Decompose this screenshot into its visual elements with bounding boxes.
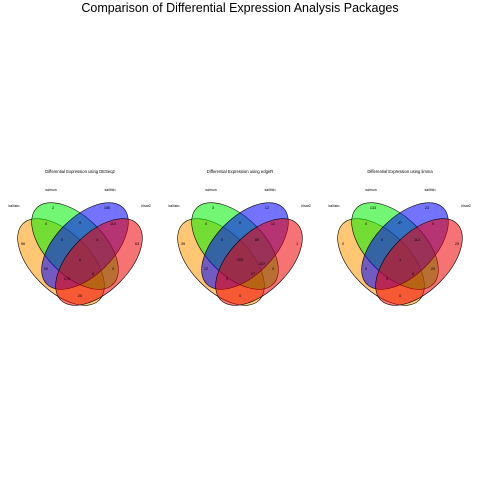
set-label-sailfish: sailfish <box>265 188 276 192</box>
region-count: 0 <box>221 238 223 242</box>
region-count: 0 <box>92 272 94 276</box>
venn-title: Differential Expression using DESeq2 <box>45 169 115 174</box>
set-label-kallisto: kallisto <box>169 204 180 208</box>
region-count: 22 <box>204 267 208 271</box>
region-count: 0 <box>432 222 434 226</box>
region-count: 0 <box>239 221 241 225</box>
region-count: 12 <box>271 222 275 226</box>
region-count: 2 <box>52 206 54 210</box>
region-count: 0 <box>79 258 81 262</box>
region-count: 0 <box>365 267 367 271</box>
set-label-hisat2: hisat2 <box>301 204 311 208</box>
region-count: 110 <box>110 222 116 226</box>
venn-ellipse-hisat2 <box>375 218 463 306</box>
region-count: 133 <box>370 206 376 210</box>
set-label-salmon: salmon <box>205 188 217 192</box>
set-label-kallisto: kallisto <box>9 204 20 208</box>
region-count: 103 <box>237 258 243 262</box>
region-count: 12 <box>265 206 269 210</box>
set-label-salmon: salmon <box>365 188 377 192</box>
region-count: 29 <box>455 242 459 246</box>
set-label-sailfish: sailfish <box>105 188 116 192</box>
set-label-sailfish: sailfish <box>425 188 436 192</box>
region-count: 17 <box>251 272 255 276</box>
set-label-kallisto: kallisto <box>329 204 340 208</box>
venn-diagram-limma: Differential Expression using limma kalli… <box>329 169 471 306</box>
region-count: 0 <box>342 242 344 246</box>
region-count: 1 <box>399 258 401 262</box>
region-count: 63 <box>135 242 139 246</box>
venn-diagram-deseq2: Differential Expression using DESeq2 kall… <box>9 169 151 306</box>
region-count: 107 <box>259 262 265 266</box>
region-count: 0 <box>399 294 401 298</box>
region-count: 25 <box>78 294 82 298</box>
venn-title: Differential Expression using limma <box>367 169 433 174</box>
region-count: 96 <box>21 242 25 246</box>
region-count: 3 <box>212 206 214 210</box>
region-count: 0 <box>45 222 47 226</box>
region-count: 1 <box>296 242 298 246</box>
region-count: 0 <box>205 222 207 226</box>
region-count: 39 <box>181 242 185 246</box>
region-count: 0 <box>61 238 63 242</box>
region-count: 0 <box>381 238 383 242</box>
region-count: 0 <box>412 272 414 276</box>
main-title: Comparison of Differential Expression An… <box>81 1 399 15</box>
set-label-hisat2: hisat2 <box>461 204 471 208</box>
venn-diagram-edger: Differential Expression using edgeR kalli… <box>169 169 311 306</box>
region-count: 113 <box>414 238 420 242</box>
region-count: 0 <box>239 294 241 298</box>
region-count: 0 <box>272 267 274 271</box>
venn-title: Differential Expression using edgeR <box>207 169 274 174</box>
region-count: 23 <box>425 206 429 210</box>
venn-ellipse-hisat2 <box>215 218 303 306</box>
set-label-salmon: salmon <box>45 188 57 192</box>
region-count: 0 <box>226 277 228 281</box>
region-count: 0 <box>386 277 388 281</box>
region-count: 89 <box>255 238 259 242</box>
region-count: 0 <box>112 267 114 271</box>
set-label-hisat2: hisat2 <box>141 204 151 208</box>
region-count: 0 <box>79 221 81 225</box>
region-count: 20 <box>431 267 435 271</box>
region-count: 0 <box>365 222 367 226</box>
venn-ellipse-hisat2 <box>55 218 143 306</box>
region-count: 90 <box>44 267 48 271</box>
region-count: 47 <box>398 221 402 225</box>
region-count: 4 <box>96 238 98 242</box>
region-count: 170 <box>64 277 70 281</box>
region-count: 186 <box>104 206 110 210</box>
